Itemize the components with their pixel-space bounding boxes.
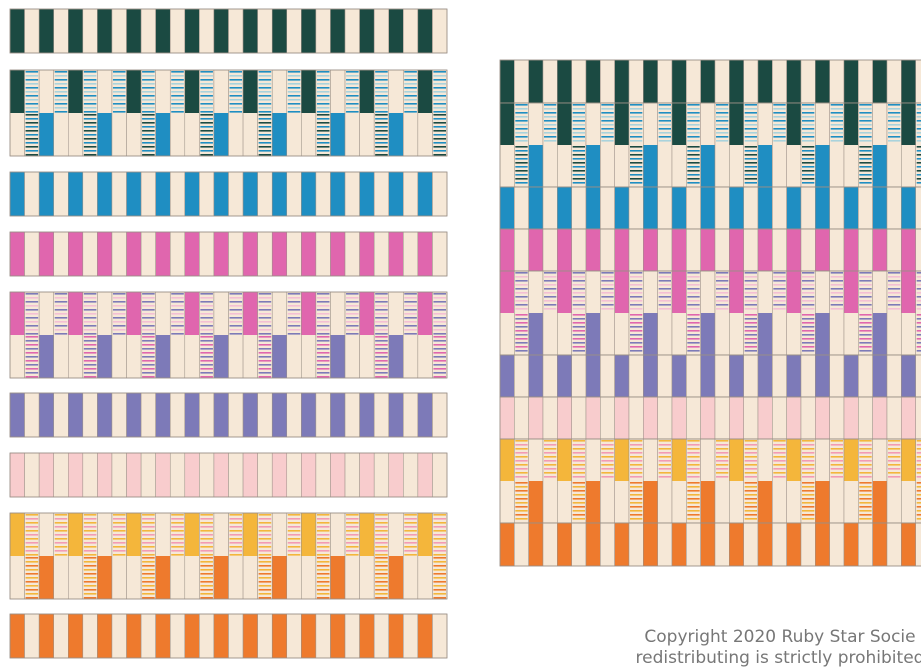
strip-row-5 [9,291,448,379]
quilt-row-5 [499,270,921,356]
strip-row-6 [9,392,448,438]
strip-row-3 [9,171,448,217]
strip-row-7 [9,452,448,498]
copyright-line-2: redistributing is strictly prohibited [635,648,921,668]
strip-row-2 [9,69,448,157]
quilt-row-3 [499,186,921,230]
quilt-row-8 [499,438,921,524]
quilt-row-4 [499,228,921,272]
quilt-row-6 [499,354,921,398]
quilt-row-7 [499,396,921,440]
quilt-row-9 [499,522,921,567]
quilt-row-2 [499,102,921,188]
copyright-line-1: Copyright 2020 Ruby Star Socie [644,627,916,647]
strip-row-1 [9,8,448,54]
row-strips [9,8,448,659]
strip-row-9 [9,613,448,659]
assembled-quilt [499,59,921,567]
quilt-row-1 [499,59,921,104]
strip-row-8 [9,512,448,600]
strip-row-4 [9,231,448,277]
